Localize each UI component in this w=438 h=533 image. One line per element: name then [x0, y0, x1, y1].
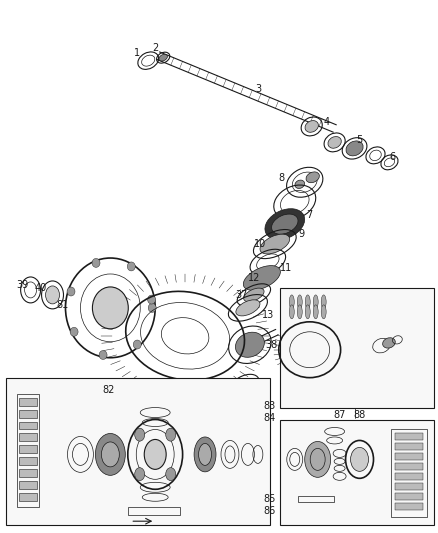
Ellipse shape	[346, 141, 363, 156]
Ellipse shape	[159, 54, 167, 61]
Ellipse shape	[305, 441, 331, 478]
Text: 13: 13	[262, 310, 274, 320]
Text: 39: 39	[17, 280, 29, 290]
Ellipse shape	[46, 286, 60, 304]
Text: 81: 81	[57, 300, 69, 310]
Ellipse shape	[236, 332, 265, 357]
Ellipse shape	[297, 305, 302, 319]
Ellipse shape	[127, 262, 135, 271]
Ellipse shape	[166, 428, 176, 441]
Ellipse shape	[148, 295, 155, 304]
Ellipse shape	[198, 443, 212, 465]
Bar	[19, 446, 37, 454]
Bar	[396, 503, 424, 510]
Ellipse shape	[95, 433, 125, 475]
Ellipse shape	[350, 447, 368, 471]
Text: 40: 40	[35, 283, 47, 293]
Ellipse shape	[305, 305, 310, 319]
Bar	[396, 443, 424, 450]
Ellipse shape	[297, 295, 302, 309]
Ellipse shape	[101, 442, 119, 467]
Ellipse shape	[383, 338, 395, 348]
Bar	[19, 493, 37, 501]
Bar	[396, 493, 424, 500]
Bar	[17, 393, 39, 507]
Ellipse shape	[321, 295, 326, 309]
Text: 83: 83	[264, 401, 276, 410]
Ellipse shape	[135, 467, 145, 481]
Text: 85: 85	[264, 494, 276, 504]
Bar	[396, 483, 424, 490]
Text: 8: 8	[279, 173, 285, 183]
Ellipse shape	[295, 180, 304, 189]
Text: 38: 38	[266, 340, 278, 350]
Text: 6: 6	[389, 152, 396, 163]
Ellipse shape	[305, 120, 318, 132]
Text: 82: 82	[102, 385, 115, 394]
Ellipse shape	[306, 172, 319, 183]
Ellipse shape	[313, 305, 318, 319]
Bar	[392, 430, 427, 517]
Bar	[396, 433, 424, 440]
Ellipse shape	[70, 327, 78, 336]
Ellipse shape	[244, 265, 280, 290]
Ellipse shape	[166, 467, 176, 481]
Bar	[19, 398, 37, 406]
Bar	[280, 419, 434, 525]
Bar	[396, 454, 424, 461]
Text: 1: 1	[134, 47, 140, 58]
Text: 10: 10	[254, 239, 266, 249]
Ellipse shape	[265, 209, 305, 239]
Ellipse shape	[67, 287, 75, 296]
Ellipse shape	[92, 287, 128, 329]
Text: 88: 88	[353, 409, 366, 419]
Text: 4: 4	[324, 117, 330, 127]
Ellipse shape	[260, 234, 290, 254]
Ellipse shape	[313, 295, 318, 309]
Ellipse shape	[194, 437, 216, 472]
Ellipse shape	[99, 351, 107, 359]
Text: 84: 84	[264, 413, 276, 423]
Bar	[19, 481, 37, 489]
Text: 7: 7	[307, 210, 313, 220]
Ellipse shape	[236, 300, 260, 316]
Bar	[396, 473, 424, 480]
Ellipse shape	[135, 428, 145, 441]
Text: 3: 3	[255, 84, 261, 94]
Bar	[19, 470, 37, 478]
Text: 9: 9	[299, 229, 305, 239]
Bar	[19, 457, 37, 465]
Ellipse shape	[92, 259, 100, 268]
Bar	[128, 507, 180, 515]
Text: 87: 87	[333, 409, 346, 419]
Text: 11: 11	[279, 263, 292, 273]
Ellipse shape	[289, 305, 294, 319]
Ellipse shape	[305, 295, 310, 309]
Bar	[19, 422, 37, 430]
Ellipse shape	[244, 288, 264, 302]
Bar	[280, 288, 434, 408]
Ellipse shape	[321, 305, 326, 319]
Bar	[396, 463, 424, 470]
Ellipse shape	[133, 340, 141, 349]
Ellipse shape	[234, 394, 250, 405]
Ellipse shape	[272, 214, 298, 234]
Bar	[6, 378, 270, 525]
Ellipse shape	[148, 303, 156, 312]
Bar	[298, 496, 334, 502]
Bar	[19, 433, 37, 441]
Text: 2: 2	[152, 43, 158, 53]
Ellipse shape	[144, 439, 166, 470]
Text: 5: 5	[357, 135, 363, 146]
Ellipse shape	[328, 136, 341, 148]
Text: 86: 86	[264, 506, 276, 516]
Text: 12: 12	[248, 273, 260, 283]
Ellipse shape	[289, 295, 294, 309]
Text: 37: 37	[236, 290, 248, 300]
Bar	[19, 409, 37, 417]
